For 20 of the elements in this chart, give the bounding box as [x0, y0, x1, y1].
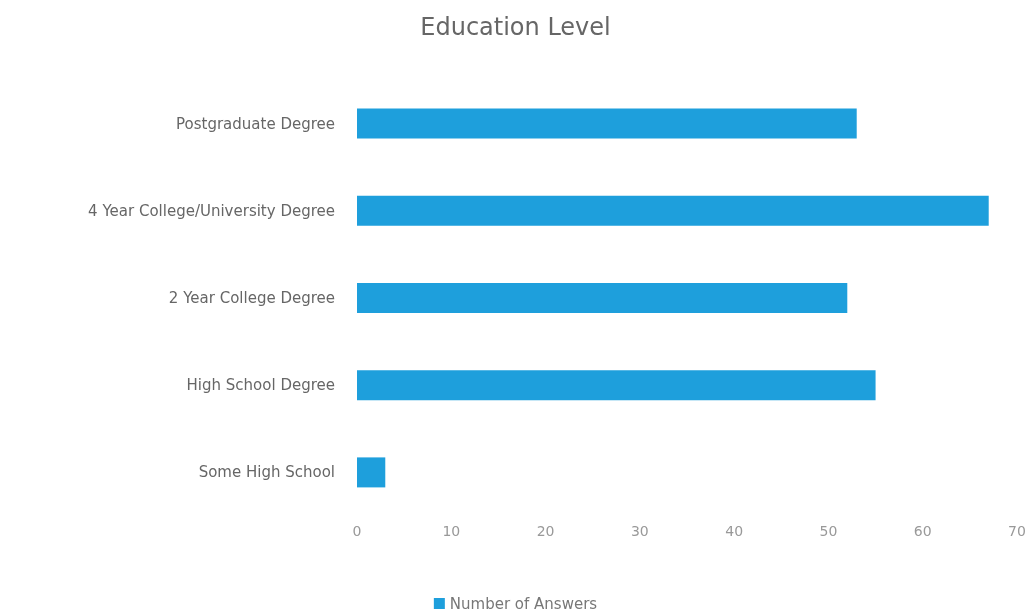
legend-label: Number of Answers: [449, 594, 598, 613]
x-tick-label: 50: [819, 523, 838, 539]
y-tick-label: 2 Year College Degree: [168, 289, 335, 307]
y-tick-label: Some High School: [198, 463, 335, 482]
y-tick-label: Postgraduate Degree: [176, 114, 335, 133]
bar: [357, 370, 876, 401]
x-tick-label: 0: [352, 523, 362, 539]
bar: [357, 108, 857, 139]
x-tick-label: 30: [630, 523, 649, 539]
x-tick-label: 70: [1008, 523, 1026, 539]
y-tick-label: 4 Year College/University Degree: [88, 201, 335, 220]
x-tick-label: 10: [442, 523, 461, 539]
bar: [357, 283, 848, 313]
bar: [357, 457, 386, 488]
x-tick-label: 40: [725, 523, 744, 539]
x-tick-label: 60: [913, 523, 932, 539]
x-tick-label: 20: [536, 523, 555, 539]
y-tick-label: High School Degree: [186, 376, 335, 395]
bar: [357, 195, 989, 226]
chart-title: Education Level: [420, 13, 611, 41]
